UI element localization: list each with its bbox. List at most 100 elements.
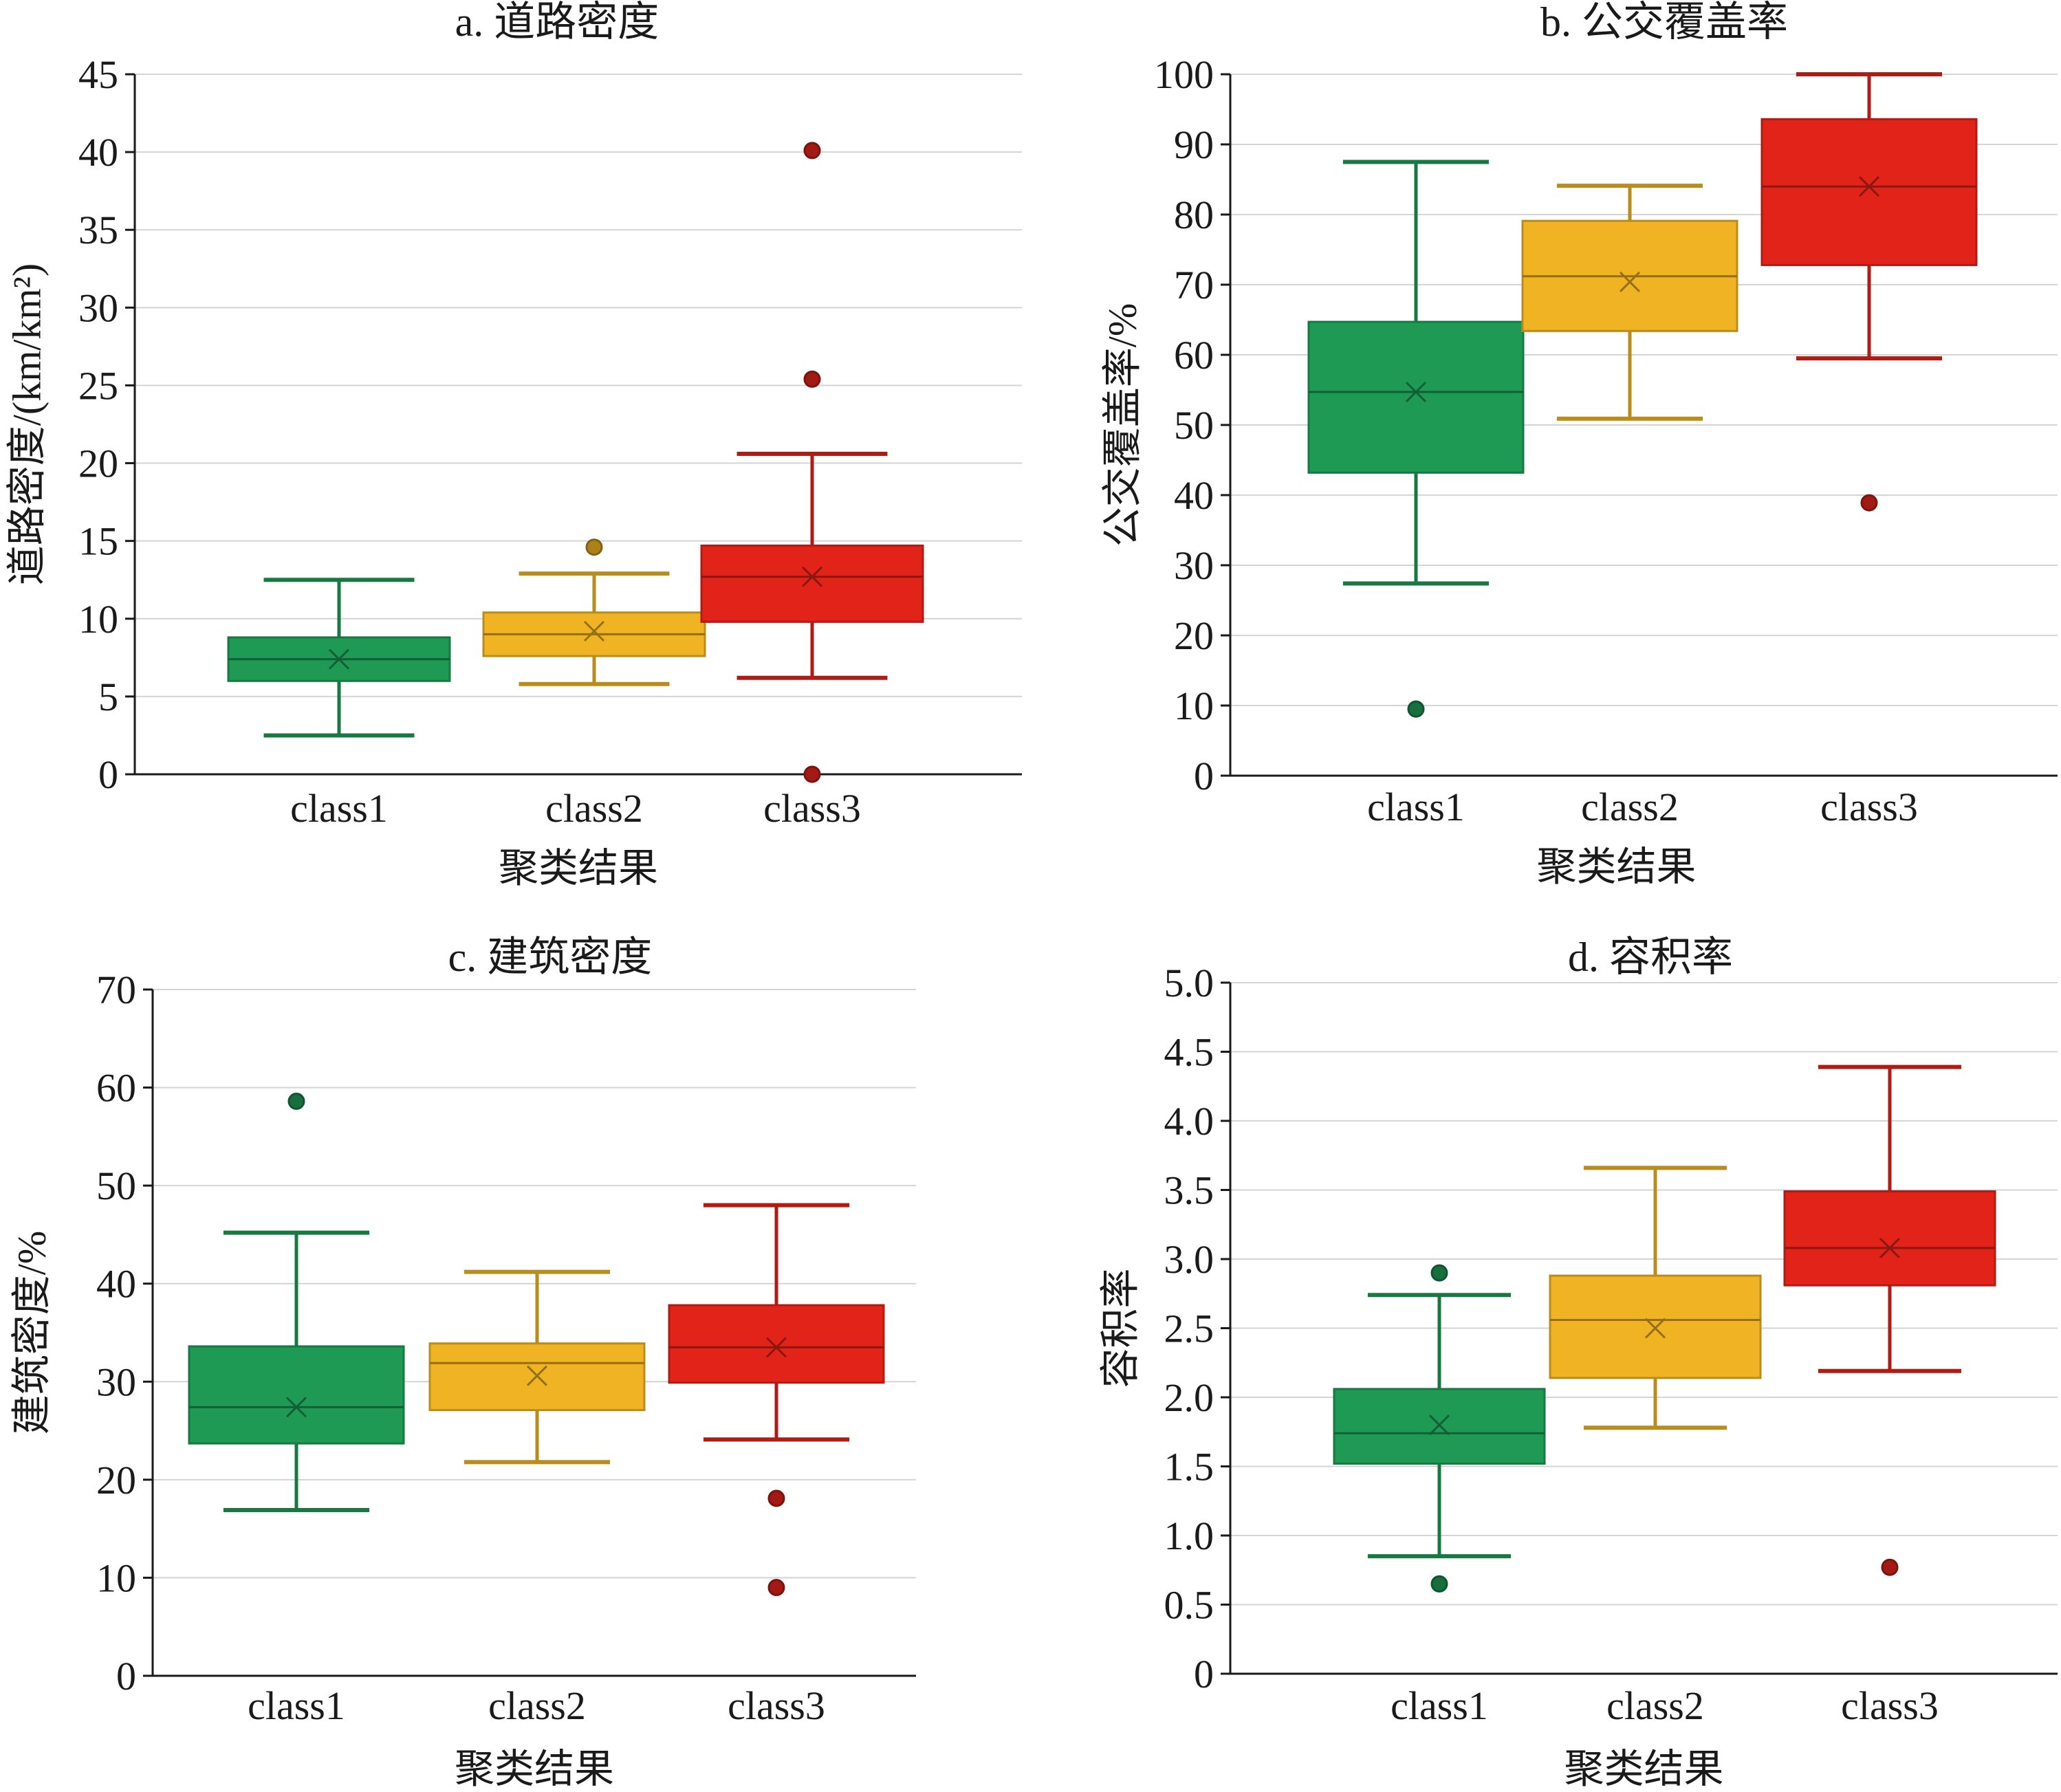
x-tick-label-class2: class2 (1581, 785, 1679, 829)
x-tick-label-class3: class3 (1820, 785, 1918, 829)
box-class3 (700, 142, 924, 783)
y-axis-label: 公交覆盖率/% (1100, 303, 1144, 547)
mean-marker (285, 1397, 307, 1418)
mean-marker (1428, 1414, 1450, 1436)
y-tick-label: 2.0 (1164, 1375, 1214, 1420)
mean-marker (583, 620, 605, 642)
y-tick-label: 35 (78, 208, 118, 252)
box-class3 (668, 1203, 885, 1597)
y-tick-label: 20 (78, 441, 118, 486)
y-tick-label: 0 (1194, 754, 1214, 798)
x-tick-label-class2: class2 (545, 786, 643, 831)
y-tick-label: 20 (96, 1458, 136, 1503)
outlier-point (585, 538, 603, 556)
outlier-point (1407, 700, 1425, 718)
box-iqr (700, 544, 924, 623)
outlier-point (287, 1093, 305, 1111)
mean-marker (1644, 1318, 1666, 1339)
x-axis-label: 聚类结果 (499, 846, 658, 890)
y-tick-label: 60 (96, 1066, 136, 1111)
y-tick-label: 15 (78, 519, 118, 564)
chart-title: b. 公交覆盖率 (1540, 0, 1788, 45)
y-tick-label: 10 (1174, 684, 1214, 728)
y-tick-label: 30 (96, 1359, 136, 1404)
box-class2 (482, 538, 706, 686)
box-class2 (428, 1269, 646, 1465)
chart-title: a. 道路密度 (455, 0, 659, 45)
box-iqr (188, 1345, 405, 1445)
y-tick-label: 60 (1174, 333, 1214, 378)
y-tick-label: 30 (78, 285, 118, 330)
outlier-point (1430, 1575, 1448, 1593)
box-class2 (1549, 1166, 1762, 1430)
box-class2 (1521, 184, 1738, 421)
x-tick-label-class1: class1 (248, 1683, 345, 1728)
x-tick-label-class1: class1 (290, 786, 388, 831)
chart-panel-2: 0 10 20 30 40 50 60 70 80 90 100 class1 class2 class3… (1100, 0, 2058, 889)
y-tick-label: 3.0 (1164, 1237, 1214, 1282)
x-tick-label-class1: class1 (1391, 1683, 1488, 1728)
box-class1 (188, 1093, 405, 1513)
box-iqr (1307, 320, 1525, 474)
y-tick-label: 40 (1174, 473, 1214, 518)
box-class1 (1307, 160, 1525, 718)
box-iqr (668, 1304, 885, 1384)
outlier-point (1860, 494, 1878, 512)
mean-marker (801, 566, 823, 587)
y-axis-label: 容积率 (1098, 1268, 1142, 1388)
box-iqr (1783, 1190, 1996, 1287)
chart-panel-4: 0 0.5 1.0 1.5 2.0 2.5 3.0 3.5 4.0 4.5 5.0 class1 cla… (1098, 935, 2058, 1791)
y-tick-label: 5 (98, 675, 118, 719)
y-tick-label: 50 (1174, 403, 1214, 448)
mean-marker (1858, 176, 1880, 197)
x-tick-label-class3: class3 (763, 786, 861, 831)
y-tick-label: 40 (96, 1262, 136, 1307)
y-tick-label: 3.5 (1164, 1168, 1214, 1213)
y-tick-label: 5.0 (1164, 961, 1214, 1005)
mean-marker (328, 648, 350, 670)
x-tick-label-class2: class2 (1606, 1683, 1704, 1728)
x-tick-label-class1: class1 (1367, 785, 1465, 829)
y-tick-label: 40 (78, 130, 118, 175)
box-class3 (1783, 1064, 1996, 1576)
y-tick-label: 25 (78, 363, 118, 408)
y-tick-label: 10 (78, 597, 118, 642)
y-tick-label: 30 (1174, 543, 1214, 588)
outlier-point (1881, 1558, 1899, 1576)
x-axis-label: 聚类结果 (1564, 1747, 1723, 1791)
x-tick-label-class3: class3 (1841, 1683, 1939, 1728)
y-tick-label: 1.5 (1164, 1445, 1214, 1489)
chart-panel-3: 0 10 20 30 40 50 60 70 class1 class2 class3 c. 建筑密度… (9, 935, 916, 1791)
y-tick-label: 45 (78, 52, 118, 97)
x-tick-label-class3: class3 (728, 1683, 825, 1728)
y-tick-label: 90 (1174, 122, 1214, 167)
chart-panel-1: 0 5 10 15 20 25 30 35 40 45 class1 class2 class3 a. 道… (4, 0, 1022, 890)
y-tick-label: 80 (1174, 193, 1214, 237)
mean-marker (1405, 381, 1427, 403)
outlier-point (1430, 1264, 1448, 1282)
y-tick-label: 0 (116, 1654, 136, 1698)
y-tick-label: 2.5 (1164, 1307, 1214, 1351)
outlier-point (803, 370, 821, 388)
x-axis-label: 聚类结果 (455, 1747, 614, 1791)
outlier-point (803, 142, 821, 160)
y-tick-label: 100 (1154, 52, 1214, 97)
y-tick-label: 20 (1174, 613, 1214, 658)
y-tick-label: 50 (96, 1163, 136, 1208)
y-tick-label: 0 (1194, 1652, 1214, 1696)
box-iqr (1760, 118, 1978, 266)
x-tick-label-class2: class2 (488, 1683, 586, 1728)
mean-marker (1619, 271, 1641, 292)
mean-marker (526, 1365, 548, 1386)
mean-marker (765, 1337, 787, 1358)
y-tick-label: 70 (1174, 263, 1214, 307)
y-tick-label: 4.5 (1164, 1030, 1214, 1075)
y-tick-label: 0 (98, 752, 118, 797)
y-tick-label: 10 (96, 1555, 136, 1600)
outlier-point (767, 1489, 785, 1507)
outlier-point (767, 1579, 785, 1597)
y-tick-label: 0.5 (1164, 1583, 1214, 1628)
outlier-point (803, 765, 821, 783)
y-tick-label: 70 (96, 968, 136, 1012)
